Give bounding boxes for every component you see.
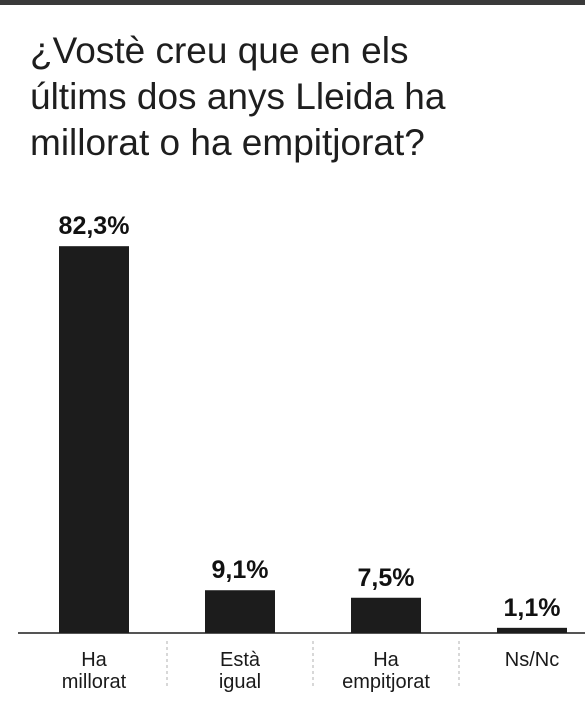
bar-value-label: 7,5% xyxy=(358,564,415,592)
bar-value-label: 9,1% xyxy=(212,556,269,584)
bar xyxy=(497,627,567,633)
category-label: Ha xyxy=(373,649,399,671)
chart-title-line-2: últims dos anys Lleida ha xyxy=(30,76,446,117)
bar xyxy=(205,590,275,633)
chart-title-line-3: millorat o ha empitjorat? xyxy=(30,122,425,163)
chart-title: ¿Vostè creu que en els últims dos anys L… xyxy=(30,28,550,166)
bar xyxy=(59,246,129,633)
category-label: millorat xyxy=(62,671,127,693)
chart-title-line-1: ¿Vostè creu que en els xyxy=(30,30,409,71)
category-label: Ha xyxy=(81,649,107,671)
category-label: Està xyxy=(220,649,261,671)
category-label: empitjorat xyxy=(342,671,430,693)
bar xyxy=(351,597,421,633)
category-label: igual xyxy=(219,671,261,693)
bar-value-label: 1,1% xyxy=(504,594,561,622)
top-rule xyxy=(0,0,585,5)
bar-value-label: 82,3% xyxy=(59,212,130,240)
category-label: Ns/Nc xyxy=(505,649,559,671)
